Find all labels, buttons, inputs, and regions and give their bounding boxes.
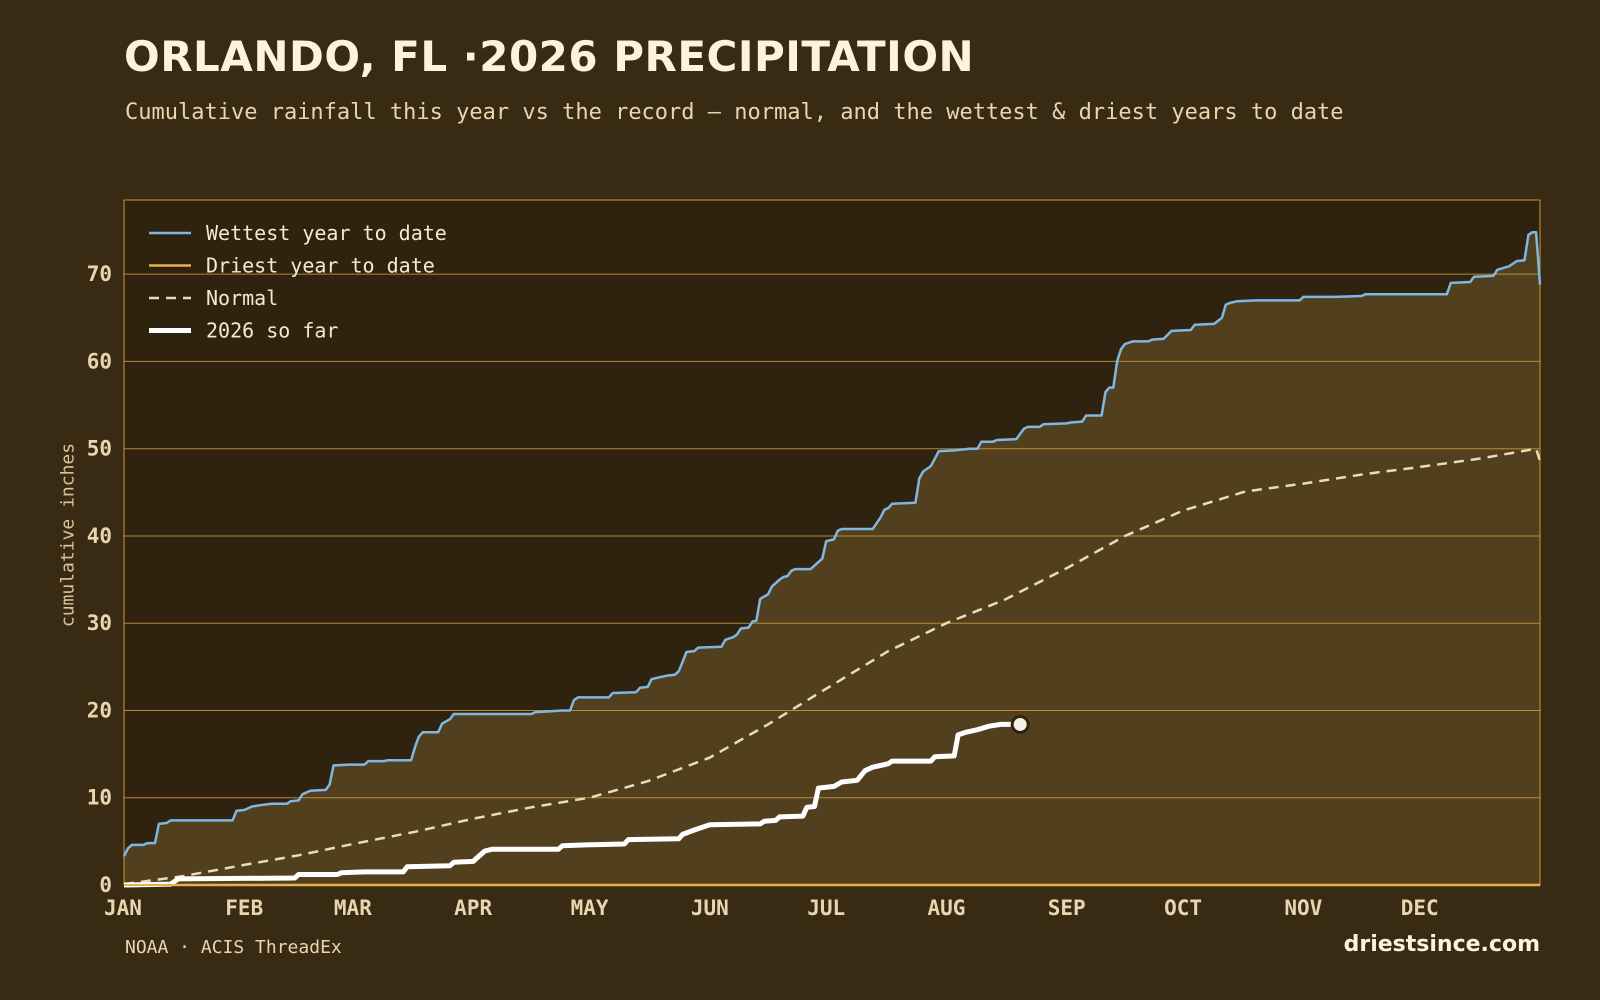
x-tick-label: SEP [1048, 896, 1086, 920]
source-credit: NOAA · ACIS ThreadEx [125, 937, 342, 958]
legend-label-driest: Driest year to date [206, 254, 435, 278]
y-tick-label: 70 [87, 262, 112, 286]
x-tick-label: AUG [927, 896, 965, 920]
x-tick-label: JUL [807, 896, 845, 920]
y-tick-label: 10 [87, 786, 112, 810]
legend-label-wettest: Wettest year to date [206, 221, 447, 245]
series-line-wettest [122, 231, 1542, 857]
site-link[interactable]: driestsince.com [1343, 932, 1540, 957]
y-tick-label: 50 [87, 437, 112, 461]
page-subtitle: Cumulative rainfall this year vs the rec… [125, 100, 1344, 125]
x-tick-label: JUN [691, 896, 729, 920]
x-tick-label: APR [454, 896, 492, 920]
y-tick-label: 30 [87, 611, 112, 635]
legend-label-normal: Normal [206, 286, 278, 310]
x-tick-label: FEB [225, 896, 263, 920]
x-tick-label: OCT [1164, 896, 1202, 920]
y-tick-label: 20 [87, 698, 112, 722]
y-tick-label: 0 [99, 873, 112, 897]
x-tick-label: NOV [1284, 896, 1322, 920]
y-tick-label: 60 [87, 349, 112, 373]
record-range-band [124, 232, 1540, 886]
legend-label-current: 2026 so far [206, 319, 338, 343]
series-line-normal [123, 447, 1542, 886]
series-line-current [123, 721, 1021, 888]
x-tick-label: MAR [334, 896, 372, 920]
x-tick-label: DEC [1401, 896, 1439, 920]
y-tick-label: 40 [87, 524, 112, 548]
x-tick-label: JAN [104, 896, 142, 920]
page-title: ORLANDO, FL ·2026 PRECIPITATION [124, 32, 975, 81]
x-tick-label: MAY [571, 896, 609, 920]
current-endpoint-marker [1010, 714, 1030, 734]
